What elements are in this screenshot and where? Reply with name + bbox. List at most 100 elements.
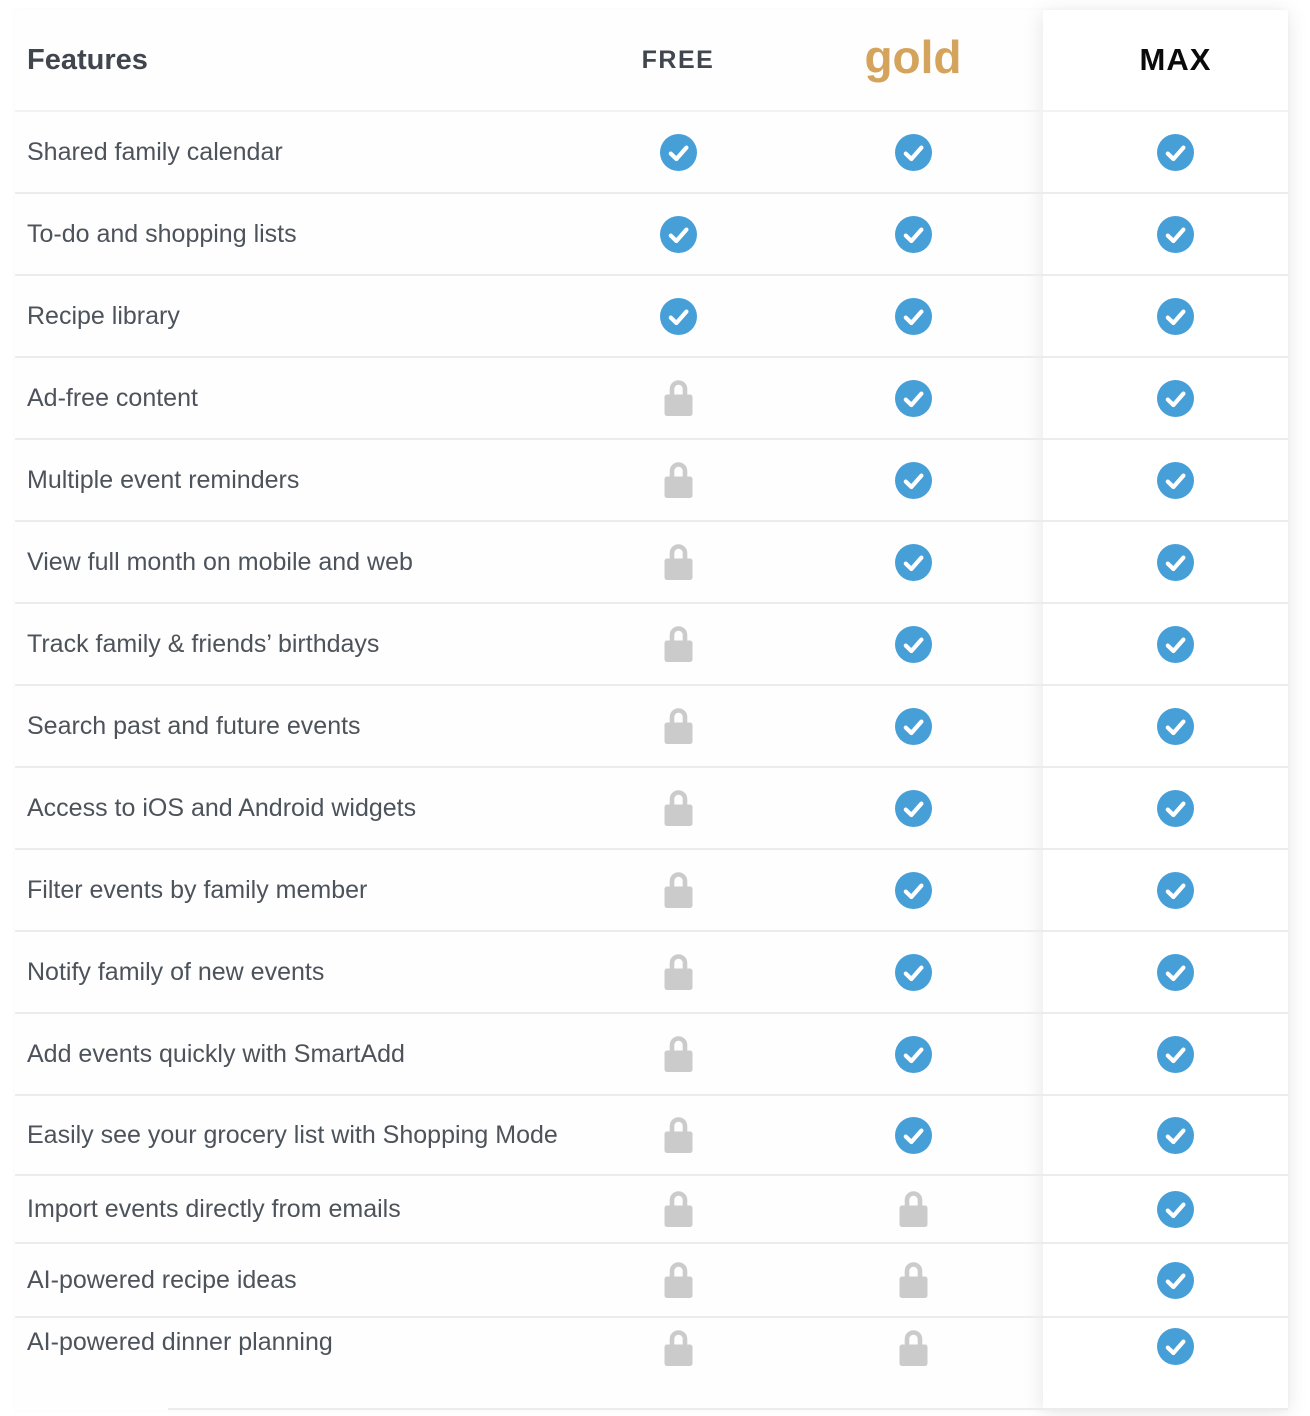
- free-availability-cell: [593, 952, 763, 992]
- feature-label: Track family & friends’ birthdays: [27, 629, 380, 658]
- feature-row: Multiple event reminders: [15, 440, 1288, 522]
- check-circle-icon: [894, 543, 932, 581]
- free-availability-cell: [593, 624, 763, 664]
- free-availability-cell: [593, 870, 763, 910]
- feature-label: Easily see your grocery list with Shoppi…: [27, 1120, 558, 1149]
- lock-icon: [663, 706, 694, 746]
- max-availability-cell: [1063, 707, 1288, 745]
- free-availability-cell: [593, 133, 763, 171]
- check-circle-icon: [1157, 871, 1194, 909]
- feature-row: Ad-free content: [15, 358, 1288, 440]
- lock-icon: [663, 1115, 694, 1155]
- lock-icon: [663, 460, 694, 500]
- feature-row: Track family & friends’ birthdays: [15, 604, 1288, 686]
- check-circle-icon: [894, 1035, 932, 1073]
- gold-availability-cell: [763, 789, 1063, 827]
- gold-availability-cell: [763, 707, 1063, 745]
- lock-icon: [663, 1189, 694, 1229]
- max-availability-cell: [1063, 789, 1288, 827]
- check-circle-icon: [659, 215, 697, 253]
- gold-availability-cell: [763, 461, 1063, 499]
- feature-row: Recipe library: [15, 276, 1288, 358]
- feature-label: Shared family calendar: [27, 137, 283, 166]
- check-circle-icon: [1157, 1261, 1194, 1299]
- feature-row: View full month on mobile and web: [15, 522, 1288, 604]
- plan-header-free: FREE: [593, 46, 763, 75]
- check-circle-icon: [1157, 1035, 1194, 1073]
- section-divider: [168, 1408, 1288, 1410]
- gold-availability-cell: [763, 1189, 1063, 1229]
- max-availability-cell: [1063, 1116, 1288, 1154]
- feature-label: Ad-free content: [27, 383, 198, 412]
- check-circle-icon: [1157, 625, 1194, 663]
- lock-icon: [663, 788, 694, 828]
- free-availability-cell: [593, 297, 763, 335]
- table-header-row: Features FREE gold MAX: [15, 10, 1288, 112]
- feature-label: To-do and shopping lists: [27, 219, 297, 248]
- free-availability-cell: [593, 542, 763, 582]
- feature-label: Recipe library: [27, 301, 180, 330]
- max-availability-cell: [1063, 379, 1288, 417]
- lock-icon: [898, 1189, 929, 1229]
- check-circle-icon: [1157, 1116, 1194, 1154]
- gold-availability-cell: [763, 133, 1063, 171]
- free-plan-label: FREE: [641, 45, 715, 74]
- gold-availability-cell: [763, 1035, 1063, 1073]
- free-availability-cell: [593, 460, 763, 500]
- free-availability-cell: [593, 215, 763, 253]
- feature-label: Filter events by family member: [27, 875, 368, 904]
- check-circle-icon: [894, 707, 932, 745]
- check-circle-icon: [894, 1116, 932, 1154]
- max-availability-cell: [1063, 215, 1288, 253]
- feature-label: Import events directly from emails: [27, 1194, 401, 1223]
- free-availability-cell: [593, 1260, 763, 1300]
- free-availability-cell: [593, 1115, 763, 1155]
- lock-icon: [663, 952, 694, 992]
- features-column-header: Features: [27, 43, 148, 76]
- feature-label: AI-powered recipe ideas: [27, 1265, 297, 1294]
- max-availability-cell: [1063, 1328, 1288, 1365]
- feature-label: Notify family of new events: [27, 957, 325, 986]
- gold-availability-cell: [763, 297, 1063, 335]
- check-circle-icon: [1157, 1190, 1194, 1228]
- feature-label: View full month on mobile and web: [27, 547, 413, 576]
- feature-label: Add events quickly with SmartAdd: [27, 1039, 405, 1068]
- max-plan-label: MAX: [1139, 42, 1212, 77]
- feature-row: To-do and shopping lists: [15, 194, 1288, 276]
- check-circle-icon: [659, 297, 697, 335]
- gold-availability-cell: [763, 543, 1063, 581]
- feature-label: AI-powered dinner planning: [27, 1328, 333, 1356]
- feature-row: Notify family of new events: [15, 932, 1288, 1014]
- max-availability-cell: [1063, 625, 1288, 663]
- gold-availability-cell: [763, 1116, 1063, 1154]
- max-availability-cell: [1063, 1261, 1288, 1299]
- gold-availability-cell: [763, 625, 1063, 663]
- lock-icon: [663, 1328, 694, 1368]
- lock-icon: [898, 1328, 929, 1368]
- check-circle-icon: [1157, 953, 1194, 991]
- check-circle-icon: [1157, 461, 1194, 499]
- max-availability-cell: [1063, 133, 1288, 171]
- feature-label: Access to iOS and Android widgets: [27, 793, 417, 822]
- check-circle-icon: [659, 133, 697, 171]
- lock-icon: [663, 1260, 694, 1300]
- feature-row: AI-powered recipe ideas: [15, 1244, 1288, 1318]
- feature-label: Multiple event reminders: [27, 465, 300, 494]
- check-circle-icon: [1157, 379, 1194, 417]
- check-circle-icon: [894, 133, 932, 171]
- max-availability-cell: [1063, 953, 1288, 991]
- free-availability-cell: [593, 1034, 763, 1074]
- max-availability-cell: [1063, 871, 1288, 909]
- gold-plan-logo: gold: [864, 31, 962, 83]
- check-circle-icon: [894, 379, 932, 417]
- lock-icon: [663, 542, 694, 582]
- max-availability-cell: [1063, 297, 1288, 335]
- lock-icon: [663, 624, 694, 664]
- feature-row: Search past and future events: [15, 686, 1288, 768]
- check-circle-icon: [894, 625, 932, 663]
- feature-row: Access to iOS and Android widgets: [15, 768, 1288, 850]
- check-circle-icon: [1157, 707, 1194, 745]
- lock-icon: [663, 1034, 694, 1074]
- check-circle-icon: [894, 461, 932, 499]
- gold-availability-cell: [763, 1260, 1063, 1300]
